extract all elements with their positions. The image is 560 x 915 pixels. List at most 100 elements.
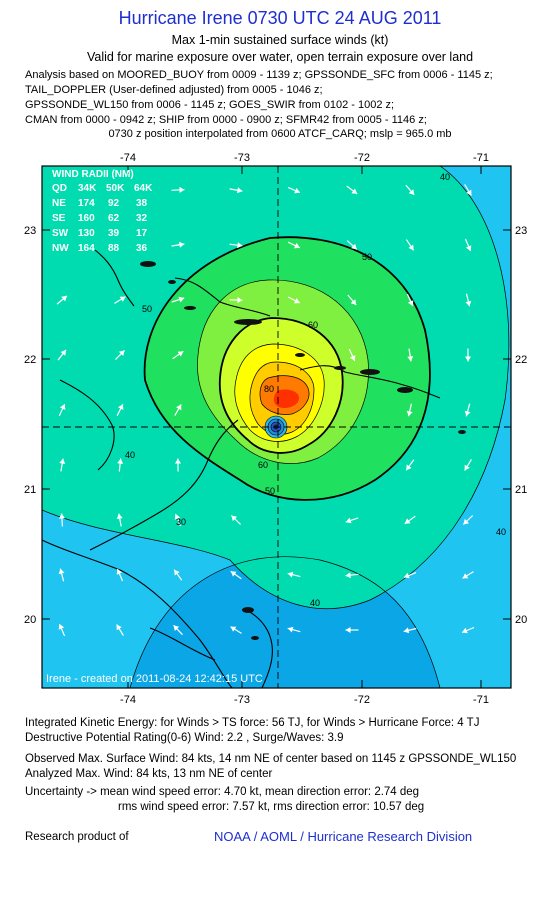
wind-vector-head (464, 410, 471, 417)
wind-vector-head (58, 624, 65, 630)
center-crosshair (42, 166, 511, 688)
wind-radii-header: 34K (78, 183, 97, 194)
wind-vector-head (463, 518, 469, 525)
wind-vector-head (178, 296, 185, 303)
contour-label: 60 (258, 460, 268, 470)
wind-radii-cell: 164 (78, 243, 95, 254)
research-label: Research product of (25, 831, 129, 843)
wind-radii-cell: NW (52, 243, 69, 254)
lon-label: -71 (473, 152, 489, 164)
wind-vector-head (237, 187, 243, 194)
wind-vector-head (345, 572, 351, 579)
contour-label: 50 (142, 304, 152, 314)
wind-vector-head (174, 514, 181, 520)
wind-radii-cell: 174 (78, 198, 95, 209)
wind-vector-head (179, 241, 185, 248)
ike-line: Integrated Kinetic Energy: for Winds > T… (25, 717, 480, 729)
validity-note: Valid for marine exposure over water, op… (86, 50, 474, 64)
lon-label: -73 (234, 152, 250, 164)
map-title: Hurricane Irene 0730 UTC 24 AUG 2011 (118, 8, 442, 28)
wind-vector-head (116, 513, 123, 520)
uncertainty-block: Uncertainty -> mean wind speed error: 4.… (25, 785, 424, 815)
max-wind-block: Observed Max. Surface Wind: 84 kts, 14 n… (25, 752, 516, 782)
wind-vector-head (173, 625, 180, 631)
fill-core-90kt (273, 389, 299, 408)
wind-vector-head (58, 568, 65, 575)
contour-label: 60 (308, 320, 318, 330)
wind-radii-table: WIND RADII (NM) QD 34K 50K 64K NE 174 92… (52, 169, 153, 254)
wind-radii-cell: 62 (108, 213, 120, 224)
wind-vector-head (462, 573, 469, 579)
lon-label: -72 (354, 694, 370, 706)
wind-radii-cell: SE (52, 213, 66, 224)
wind-radii-cell: 38 (136, 198, 148, 209)
wind-vector-head (177, 351, 184, 357)
wind-radii-header: 64K (134, 183, 153, 194)
observed-max-line: Observed Max. Surface Wind: 84 kts, 14 n… (25, 753, 517, 765)
lat-label: 20 (24, 614, 36, 626)
wind-vector-head (116, 624, 122, 631)
lat-label: 23 (515, 225, 527, 237)
wind-vector-head (351, 243, 357, 250)
wind-vector-head (465, 300, 472, 307)
wind-vector-head (350, 299, 357, 305)
wind-vector-head (403, 627, 410, 634)
wind-vector-head (231, 515, 237, 522)
wind-radii-title: WIND RADII (NM) (52, 169, 134, 180)
axis-ticks (42, 166, 511, 688)
islands (140, 261, 466, 640)
wind-vector-head (287, 571, 294, 578)
lat-label: 21 (24, 484, 36, 496)
analysis-line: TAIL_DOPPLER (User-defined adjusted) fro… (25, 84, 323, 96)
wind-vector-head (179, 186, 185, 193)
uncertainty-line: Uncertainty -> mean wind speed error: 4.… (25, 786, 420, 798)
analyzed-max-line: Analyzed Max. Wind: 84 kts, 13 nm NE of … (25, 768, 273, 780)
organization-label: NOAA / AOML / Hurricane Research Divisio… (214, 829, 473, 844)
wind-vector-head (294, 242, 300, 249)
analysis-sources: Analysis based on MOORED_BUOY from 0009 … (25, 68, 493, 128)
contour-label: 40 (496, 527, 506, 537)
lon-label: -72 (354, 152, 370, 164)
contour-label: 40 (440, 172, 450, 182)
lat-label: 23 (24, 225, 36, 237)
wind-radii-header: 50K (106, 183, 125, 194)
wind-vector-head (349, 355, 356, 361)
wind-vector-head (117, 458, 124, 464)
coastlines (42, 249, 441, 688)
analysis-line: Analysis based on MOORED_BUOY from 0009 … (25, 69, 493, 81)
contour-label: 50 (265, 486, 275, 496)
lon-label: -74 (120, 152, 136, 164)
wind-vector-head (237, 242, 243, 249)
wind-vector-head (58, 513, 65, 519)
wind-radii-cell: 92 (108, 198, 120, 209)
wind-vector-head (294, 187, 300, 194)
wind-vector-head (407, 300, 414, 306)
wind-radii-cell: SW (52, 228, 69, 239)
wind-vector-head (408, 244, 414, 251)
wind-contours (42, 166, 511, 688)
kinetic-energy-block: Integrated Kinetic Energy: for Winds > T… (25, 716, 479, 746)
wind-field-map: -74 -73 -72 -71 -74 -73 -72 -71 23 22 21… (24, 152, 527, 706)
wind-radii-header: QD (52, 183, 67, 194)
wind-radii-cell: 160 (78, 213, 95, 224)
plot-frame (41, 165, 512, 689)
analysis-line: GPSSONDE_WL150 from 0006 - 1145 z; GOES_… (25, 99, 395, 111)
wind-vector-head (406, 410, 413, 417)
wind-vector-head (462, 627, 468, 634)
wind-vector-head (116, 569, 123, 575)
wind-vector-head (176, 404, 182, 411)
wind-vector-head (406, 464, 412, 471)
wind-radii-cell: 130 (78, 228, 95, 239)
wind-radii-cell: 88 (108, 243, 120, 254)
lat-label: 20 (515, 614, 527, 626)
wind-radii-cell: 39 (108, 228, 120, 239)
wind-vector-head (175, 458, 181, 464)
wind-vector-head (61, 295, 67, 302)
wind-radii-cell: 36 (136, 243, 148, 254)
contour-label: 40 (310, 598, 320, 608)
wind-vector-head (59, 458, 66, 464)
wind-vector-head (408, 189, 415, 195)
wind-vectors (56, 184, 475, 637)
wind-vector-head (465, 356, 471, 362)
wind-vector-head (230, 571, 237, 577)
